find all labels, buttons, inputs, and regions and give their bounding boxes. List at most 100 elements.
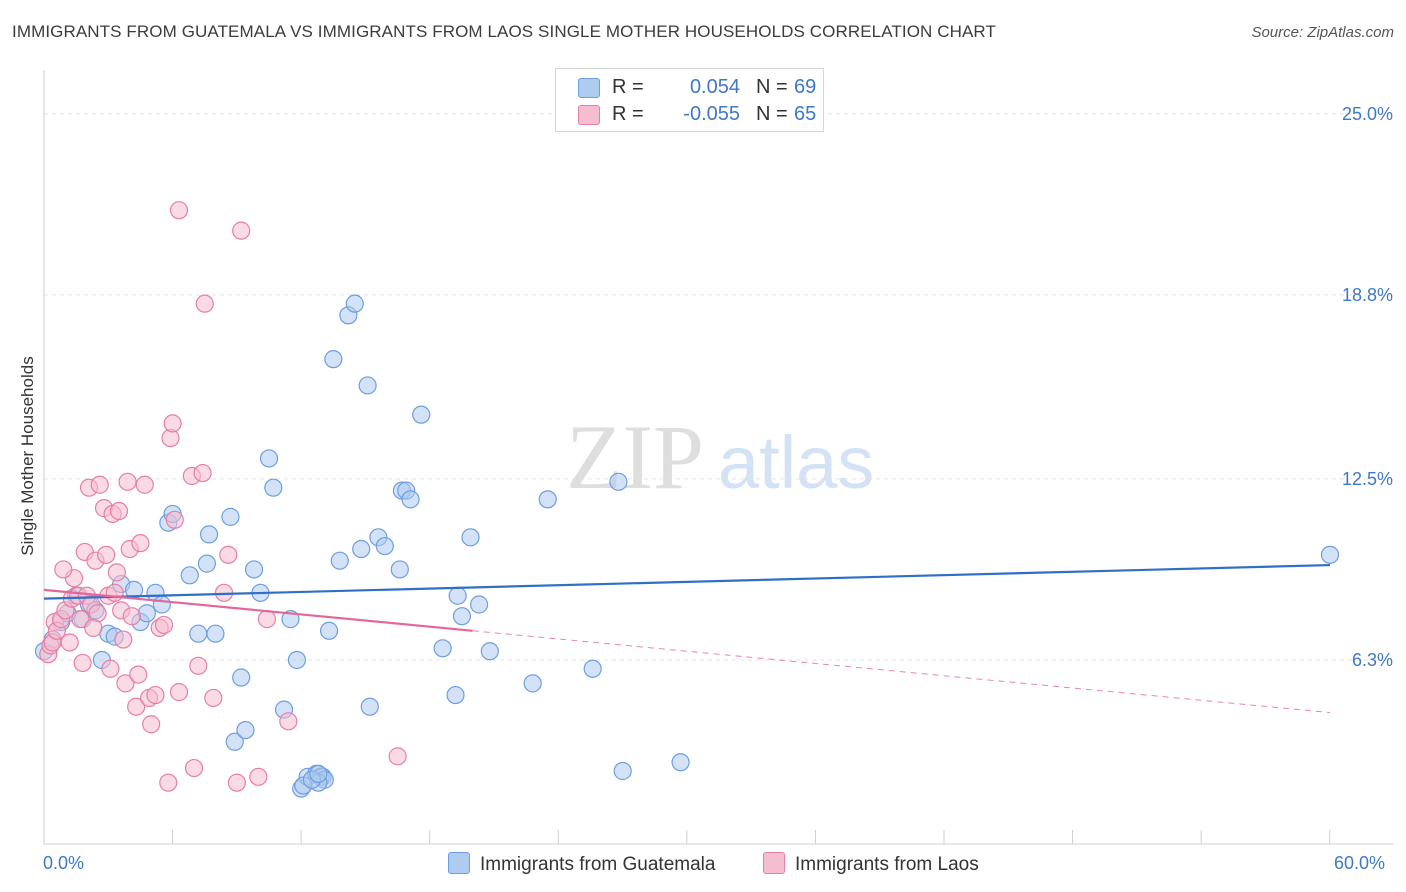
point-guatemala bbox=[433, 639, 452, 658]
point-guatemala bbox=[523, 674, 542, 693]
point-laos bbox=[195, 294, 214, 313]
point-guatemala bbox=[401, 490, 420, 509]
source-label: Source: ZipAtlas.com bbox=[1251, 24, 1394, 41]
point-laos bbox=[163, 414, 182, 433]
point-guatemala bbox=[461, 528, 480, 547]
point-guatemala bbox=[236, 720, 255, 740]
point-guatemala bbox=[324, 350, 343, 369]
point-guatemala bbox=[244, 560, 264, 579]
point-guatemala bbox=[448, 586, 467, 605]
point-laos bbox=[84, 618, 103, 637]
point-laos bbox=[249, 767, 268, 786]
point-laos bbox=[135, 475, 154, 494]
point-guatemala bbox=[352, 539, 371, 559]
point-guatemala bbox=[137, 604, 156, 623]
point-laos bbox=[97, 545, 116, 564]
chart-title: IMMIGRANTS FROM GUATEMALA VS IMMIGRANTS … bbox=[12, 22, 996, 41]
watermark: ZIP atlas bbox=[566, 406, 874, 508]
point-guatemala bbox=[225, 732, 244, 751]
point-laos bbox=[122, 607, 141, 626]
point-laos bbox=[169, 683, 189, 702]
point-guatemala bbox=[609, 472, 628, 491]
point-guatemala bbox=[446, 685, 465, 705]
point-laos bbox=[189, 656, 208, 675]
x-tick-min: 0.0% bbox=[43, 853, 85, 873]
point-laos bbox=[193, 463, 212, 483]
axes bbox=[43, 70, 1394, 845]
bottom-legend-swatch-guatemala bbox=[448, 852, 470, 874]
point-laos bbox=[146, 685, 165, 705]
watermark-atlas: atlas bbox=[718, 421, 874, 504]
series-laos bbox=[39, 201, 407, 792]
legend-r-value-laos: -0.055 bbox=[683, 103, 740, 125]
bottom-legend-laos: Immigrants from Laos bbox=[763, 852, 979, 876]
point-laos bbox=[129, 665, 148, 684]
correlation-legend: R = 0.054 N = 69 R = -0.055 N = 65 bbox=[555, 68, 824, 132]
point-guatemala bbox=[180, 566, 199, 585]
bottom-legend-label-laos: Immigrants from Laos bbox=[795, 854, 979, 875]
point-laos bbox=[159, 773, 178, 792]
point-guatemala bbox=[358, 376, 377, 395]
point-laos bbox=[154, 615, 174, 635]
y-tick-label: 12.5% bbox=[1342, 469, 1393, 489]
point-laos bbox=[60, 633, 79, 652]
point-laos bbox=[109, 501, 129, 521]
legend-r-value-guatemala: 0.054 bbox=[689, 76, 740, 98]
legend-r-label: R = bbox=[612, 76, 644, 98]
point-guatemala bbox=[221, 507, 240, 526]
point-guatemala bbox=[152, 595, 171, 614]
legend-swatch-laos bbox=[578, 105, 600, 125]
point-guatemala bbox=[390, 560, 409, 579]
legend-n-value-guatemala: 69 bbox=[794, 76, 817, 98]
point-guatemala bbox=[232, 668, 251, 687]
point-laos bbox=[90, 475, 109, 494]
point-laos bbox=[131, 534, 150, 553]
point-laos bbox=[169, 201, 189, 220]
point-guatemala bbox=[360, 697, 379, 716]
trend-laos bbox=[43, 588, 473, 632]
point-guatemala bbox=[375, 536, 394, 556]
x-tick-max: 60.0% bbox=[1334, 853, 1386, 873]
bottom-legend-label-guatemala: Immigrants from Guatemala bbox=[480, 854, 716, 875]
point-guatemala bbox=[330, 551, 349, 570]
y-tick-label: 18.8% bbox=[1342, 285, 1393, 305]
point-guatemala bbox=[264, 478, 283, 497]
point-laos bbox=[257, 610, 277, 629]
point-laos bbox=[165, 510, 184, 529]
y-axis-label: Single Mother Households bbox=[18, 356, 37, 556]
bottom-legend-guatemala: Immigrants from Guatemala bbox=[448, 852, 715, 876]
point-guatemala bbox=[583, 659, 602, 678]
point-laos bbox=[101, 659, 120, 678]
point-guatemala bbox=[1320, 545, 1340, 564]
point-guatemala bbox=[309, 764, 328, 784]
legend-r-label: R = bbox=[612, 103, 644, 125]
point-guatemala bbox=[287, 650, 307, 670]
trend-laos-extension bbox=[472, 630, 1331, 714]
point-guatemala bbox=[345, 294, 364, 313]
point-guatemala bbox=[206, 624, 225, 643]
point-laos bbox=[279, 712, 298, 731]
point-guatemala bbox=[469, 595, 489, 614]
series-guatemala bbox=[34, 294, 1340, 798]
bottom-legend-swatch-laos bbox=[763, 852, 785, 874]
point-laos bbox=[184, 758, 204, 778]
point-guatemala bbox=[452, 607, 472, 626]
point-laos bbox=[116, 674, 135, 693]
point-laos bbox=[114, 630, 133, 649]
point-guatemala bbox=[199, 525, 219, 544]
gridlines bbox=[44, 113, 1394, 661]
legend-swatch-guatemala bbox=[578, 78, 600, 98]
point-laos bbox=[71, 610, 90, 629]
point-laos bbox=[204, 688, 223, 708]
point-guatemala bbox=[613, 761, 632, 781]
point-laos bbox=[54, 560, 73, 579]
legend-n-label: N = bbox=[756, 103, 788, 125]
y-tick-label: 25.0% bbox=[1342, 104, 1393, 124]
point-laos bbox=[232, 221, 251, 240]
legend-n-label: N = bbox=[756, 76, 788, 98]
point-guatemala bbox=[197, 554, 216, 573]
point-guatemala bbox=[319, 621, 339, 640]
point-laos bbox=[73, 653, 92, 673]
point-guatemala bbox=[671, 753, 690, 772]
